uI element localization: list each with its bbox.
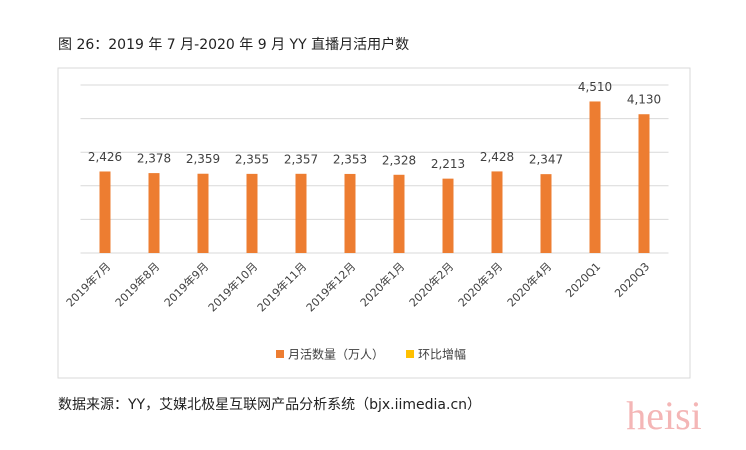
data-label: 2,359 — [186, 152, 220, 166]
bar — [99, 171, 111, 253]
figure-title: 图 26：2019 年 7 月-2020 年 9 月 YY 直播月活用户数 — [58, 36, 409, 53]
bar — [344, 173, 356, 253]
data-label: 2,378 — [137, 152, 171, 166]
bar — [638, 114, 650, 254]
x-tick-label: 2019年11月 — [254, 259, 309, 314]
bar — [197, 173, 209, 253]
bar — [540, 174, 552, 253]
x-tick-label: 2020年4月 — [504, 259, 554, 309]
data-label: 2,347 — [529, 153, 563, 167]
x-tick-label: 2020年1月 — [357, 259, 407, 309]
x-tick-label: 2019年8月 — [112, 259, 162, 309]
bar — [442, 178, 454, 253]
data-label: 4,130 — [627, 93, 661, 107]
x-tick-label: 2020年3月 — [455, 259, 505, 309]
bar — [491, 171, 503, 253]
legend-label: 环比增幅 — [418, 347, 466, 362]
bar — [246, 173, 258, 253]
data-label: 2,213 — [431, 157, 465, 171]
data-label: 2,428 — [480, 150, 514, 164]
x-tick-label: 2020年2月 — [406, 259, 456, 309]
x-tick-label: 2020Q1 — [563, 260, 603, 300]
data-label: 2,426 — [88, 150, 122, 164]
legend-label: 月活数量（万人） — [288, 347, 384, 362]
data-label: 2,357 — [284, 152, 318, 166]
watermark: heisi — [626, 393, 702, 438]
bar — [295, 173, 307, 253]
data-label: 2,355 — [235, 152, 269, 166]
legend-swatch — [276, 350, 284, 358]
chart-frame — [57, 67, 691, 379]
bar — [148, 173, 160, 253]
bar — [393, 174, 405, 253]
x-tick-label: 2020Q3 — [612, 260, 652, 300]
data-label: 2,328 — [382, 153, 416, 167]
data-label: 4,510 — [578, 80, 612, 94]
legend-swatch — [406, 350, 415, 358]
x-tick-label: 2019年9月 — [161, 259, 211, 309]
x-tick-label: 2019年7月 — [63, 259, 113, 309]
bar — [589, 101, 601, 254]
x-tick-label: 2019年12月 — [303, 259, 358, 314]
data-label: 2,353 — [333, 152, 367, 166]
source-note: 数据来源：YY，艾媒北极星互联网产品分析系统（bjx.iimedia.cn） — [58, 397, 481, 413]
x-tick-label: 2019年10月 — [205, 259, 260, 314]
